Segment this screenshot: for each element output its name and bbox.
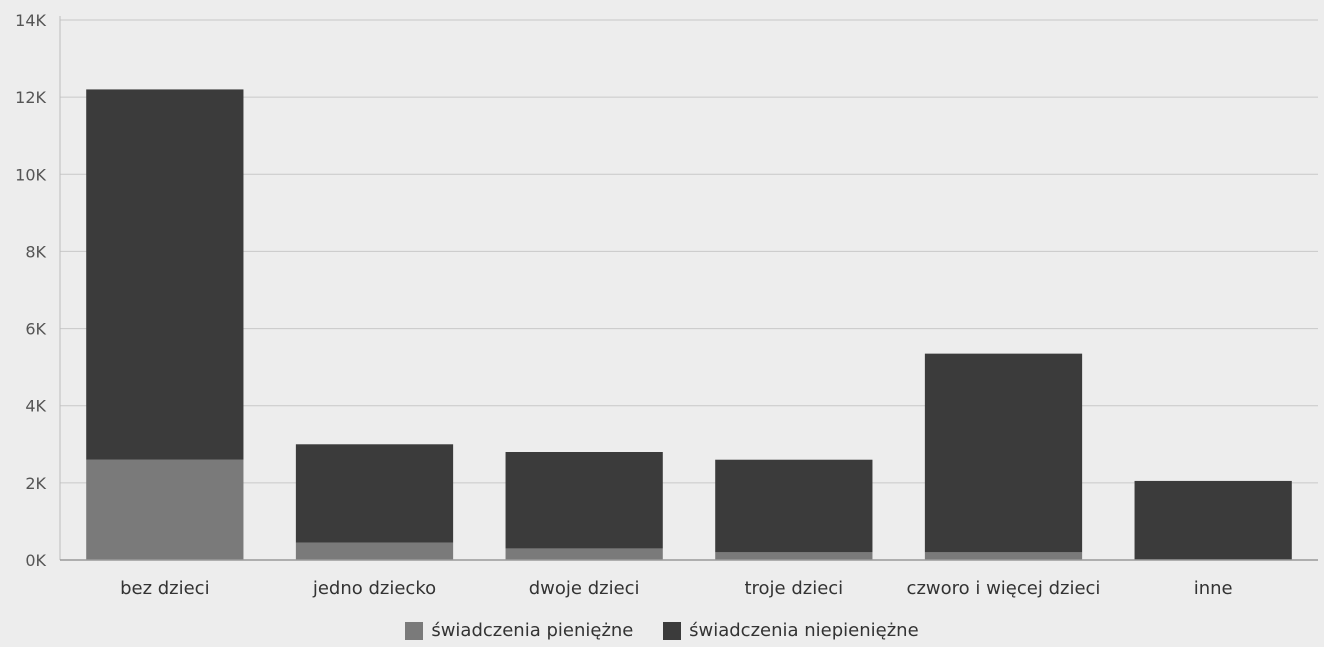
bar-monetary: [924, 552, 1083, 560]
x-category-label: czworo i więcej dzieci: [907, 578, 1101, 599]
y-tick-label: 12K: [15, 88, 46, 107]
legend-item-nonmonetary[interactable]: świadczenia niepieniężne: [663, 620, 919, 641]
bar-chart: 0K 2K 4K 6K 8K 10K 12K 14K bez dzieci jedno dziec…: [15, 11, 1318, 599]
y-tick-label: 14K: [15, 11, 46, 30]
bars: [86, 89, 1292, 560]
y-tick-label: 2K: [25, 474, 46, 493]
bar-monetary: [295, 542, 454, 560]
y-tick-label: 0K: [25, 551, 46, 570]
y-tick-label: 8K: [25, 242, 46, 261]
bar-nonmonetary: [86, 89, 244, 460]
x-category-label: jedno dziecko: [312, 578, 436, 599]
x-category-label: bez dzieci: [120, 578, 210, 599]
legend-swatch-nonmonetary: [663, 621, 682, 640]
bar-monetary: [86, 459, 244, 560]
legend-item-monetary[interactable]: świadczenia pieniężne: [405, 620, 633, 641]
legend-swatch-monetary: [405, 621, 424, 640]
y-tick-label: 10K: [15, 165, 46, 184]
legend: świadczenia pieniężne świadczenia niepie…: [0, 620, 1324, 645]
bar-nonmonetary: [1134, 480, 1292, 560]
legend-label-nonmonetary: świadczenia niepieniężne: [689, 620, 919, 641]
bar-nonmonetary: [924, 353, 1083, 553]
y-tick-label: 4K: [25, 397, 46, 416]
bar-monetary: [715, 552, 873, 560]
bar-monetary: [505, 548, 663, 560]
grid-lines: [60, 19, 1318, 484]
bar-nonmonetary: [505, 452, 663, 549]
x-category-label: inne: [1194, 578, 1233, 599]
y-tick-label: 6K: [25, 320, 46, 339]
bar-nonmonetary: [715, 459, 873, 553]
x-category-label: troje dzieci: [744, 578, 843, 599]
legend-label-monetary: świadczenia pieniężne: [431, 620, 634, 641]
x-category-label: dwoje dzieci: [529, 578, 640, 599]
axes: 0K 2K 4K 6K 8K 10K 12K 14K bez dzieci jedno dziec…: [15, 11, 1318, 599]
bar-nonmonetary: [295, 444, 454, 543]
